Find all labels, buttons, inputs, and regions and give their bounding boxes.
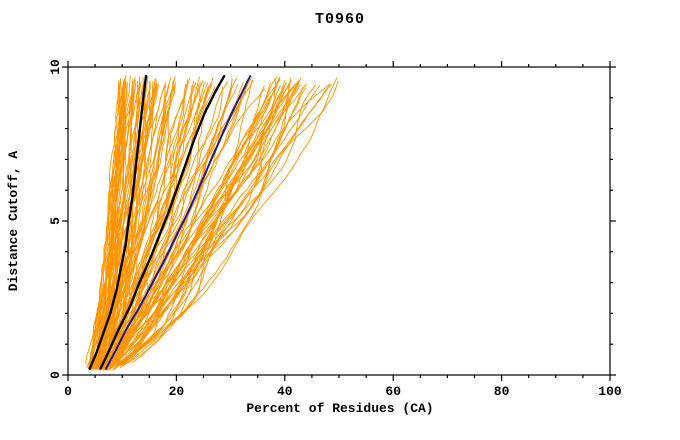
- x-tick-label: 100: [598, 384, 622, 399]
- x-tick-label: 40: [277, 384, 293, 399]
- x-tick-label: 80: [494, 384, 510, 399]
- y-tick-label: 10: [48, 59, 63, 75]
- y-tick-label: 0: [48, 371, 63, 379]
- chart-title: T0960: [314, 11, 365, 28]
- x-tick-label: 20: [169, 384, 185, 399]
- series-highlight-blue: [104, 75, 252, 370]
- series-highlight-black-1: [88, 75, 148, 370]
- y-tick-label: 5: [48, 217, 63, 225]
- ensemble-orange-models: [85, 74, 339, 371]
- x-tick-label: 0: [64, 384, 72, 399]
- x-tick-label: 60: [385, 384, 401, 399]
- series-highlight-black-2: [99, 75, 226, 370]
- axes-frame: 0 20 40 60 80 100 0 5 10: [48, 59, 622, 399]
- x-axis-label: Percent of Residues (CA): [246, 401, 434, 416]
